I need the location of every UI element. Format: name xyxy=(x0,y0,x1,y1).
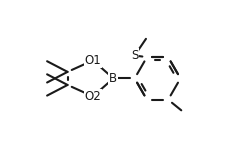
Text: B: B xyxy=(109,72,117,85)
Text: O1: O1 xyxy=(85,54,101,67)
Text: O2: O2 xyxy=(85,90,101,103)
Text: S: S xyxy=(131,49,138,62)
